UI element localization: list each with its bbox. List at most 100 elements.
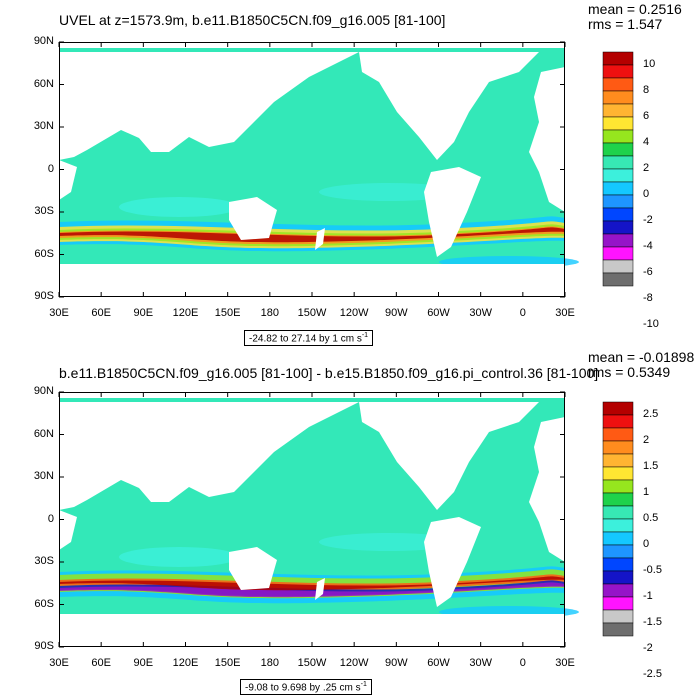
- land-mask: [315, 228, 325, 250]
- colorbar-label: 2.5: [643, 408, 659, 420]
- colorbar-swatch: [602, 64, 634, 79]
- lon-tick-label: 90W: [385, 307, 408, 319]
- lon-tick-label: 60W: [427, 307, 450, 319]
- colorbar-swatch: [602, 466, 634, 481]
- lat-tick-label: 30S: [34, 205, 54, 217]
- panel-1-title: UVEL at z=1573.9m, b.e11.B1850C5CN.f09_g…: [59, 12, 446, 28]
- colorbar-label: 1.5: [643, 460, 659, 472]
- lon-tick-label: 30W: [469, 657, 492, 669]
- colorbar-label: 0: [643, 188, 650, 200]
- colorbar-label: -1: [643, 590, 653, 602]
- land-mask: [59, 264, 565, 297]
- colorbar-swatch: [602, 155, 634, 170]
- current-patch: [119, 547, 239, 567]
- panel-2-range-box: -9.08 to 9.698 by .25 cm s-1: [240, 679, 372, 696]
- colorbar-swatch: [602, 453, 634, 468]
- colorbar-swatch: [602, 142, 634, 157]
- colorbar-label: 2: [643, 434, 650, 446]
- current-streak: [59, 576, 565, 591]
- colorbar-swatch: [602, 259, 634, 274]
- lon-tick-label: 120E: [172, 657, 199, 669]
- colorbar-swatch: [602, 505, 634, 520]
- lat-tick-label: 30N: [33, 470, 54, 482]
- colorbar-swatch: [602, 246, 634, 261]
- land-mask: [359, 52, 539, 160]
- colorbar-label: 8: [643, 84, 650, 96]
- land-mask: [487, 402, 529, 422]
- panel-2-rms: rms = 0.5349: [588, 364, 671, 380]
- panel-1-rms: rms = 1.547: [588, 16, 663, 32]
- colorbar-swatch: [602, 570, 634, 585]
- colorbar-swatch: [602, 103, 634, 118]
- colorbar-label: 0.5: [643, 512, 659, 524]
- lon-tick-label: 180: [260, 657, 279, 669]
- current-streak: [59, 226, 565, 245]
- colorbar-swatch: [602, 194, 634, 209]
- land-mask: [59, 52, 359, 160]
- colorbar-label: -6: [643, 266, 653, 278]
- lat-tick-label: 30N: [33, 120, 54, 132]
- lon-tick-label: 60E: [91, 307, 111, 319]
- panel-2-title: b.e11.B1850C5CN.f09_g16.005 [81-100] - b…: [59, 365, 599, 381]
- colorbar-label: -0.5: [643, 564, 662, 576]
- panel-2-range-text: -9.08 to 9.698 by .25 cm s: [245, 682, 361, 694]
- lon-tick-label: 150W: [297, 307, 327, 319]
- colorbar-swatch: [602, 609, 634, 624]
- colorbar-swatch: [602, 168, 634, 183]
- lat-tick-label: 90N: [33, 385, 54, 397]
- panel-1-mean: mean = 0.2516: [588, 1, 682, 17]
- lon-tick-label: 150E: [214, 657, 241, 669]
- panel-1-colorbar: [602, 51, 634, 287]
- lat-tick-label: 90S: [34, 640, 54, 652]
- colorbar-swatch: [602, 116, 634, 131]
- lat-tick-label: 0: [47, 162, 54, 175]
- lat-tick-label: 90S: [34, 290, 54, 302]
- current-streak: [59, 227, 565, 243]
- lon-tick-label: 30E: [555, 307, 575, 319]
- colorbar-swatch: [602, 531, 634, 546]
- colorbar-swatch: [602, 544, 634, 559]
- land-mask: [59, 614, 565, 647]
- colorbar-swatch: [602, 479, 634, 494]
- colorbar-swatch: [602, 90, 634, 105]
- colorbar-swatch: [602, 414, 634, 429]
- lon-tick-label: 120E: [172, 307, 199, 319]
- colorbar-swatch: [602, 518, 634, 533]
- colorbar-swatch: [602, 583, 634, 598]
- colorbar-label: -2: [643, 642, 653, 654]
- panel-2-colorbar: [602, 401, 634, 637]
- land-mask: [424, 517, 481, 607]
- lon-tick-label: 90E: [133, 307, 154, 319]
- lon-tick-label: 60W: [427, 657, 450, 669]
- current-streak: [59, 582, 565, 598]
- panel-1-map: [58, 41, 579, 298]
- colorbar-swatch: [602, 77, 634, 92]
- colorbar-swatch: [602, 220, 634, 235]
- lon-tick-label: 90E: [133, 657, 154, 669]
- lat-tick-label: 60S: [34, 597, 54, 610]
- lon-tick-label: 30E: [49, 657, 69, 669]
- colorbar-label: 2: [643, 162, 650, 174]
- colorbar-label: -10: [643, 318, 659, 330]
- lon-tick-label: 150W: [297, 657, 327, 669]
- colorbar-label: 4: [643, 136, 650, 148]
- panel-1-range-sup: -1: [361, 332, 369, 339]
- colorbar-swatch: [602, 492, 634, 507]
- land-mask: [529, 67, 565, 212]
- panel-1-range-text: -24.82 to 27.14 by 1 cm s: [249, 333, 362, 345]
- lon-tick-label: 120W: [339, 657, 369, 669]
- colorbar-swatch: [602, 622, 634, 637]
- panel-1-range-box: -24.82 to 27.14 by 1 cm s-1: [244, 330, 374, 347]
- lat-tick-label: 0: [47, 512, 54, 525]
- lon-tick-label: 30E: [49, 307, 69, 319]
- lon-tick-label: 180: [260, 307, 279, 319]
- land-mask: [59, 402, 359, 510]
- colorbar-swatch: [602, 233, 634, 248]
- panel-2-map: [58, 391, 579, 648]
- colorbar-swatch: [602, 427, 634, 442]
- lat-tick-label: 90N: [33, 35, 54, 47]
- colorbar-swatch: [602, 129, 634, 144]
- colorbar-label: -2: [643, 214, 653, 226]
- lon-tick-label: 120W: [339, 307, 369, 319]
- colorbar-swatch: [602, 557, 634, 572]
